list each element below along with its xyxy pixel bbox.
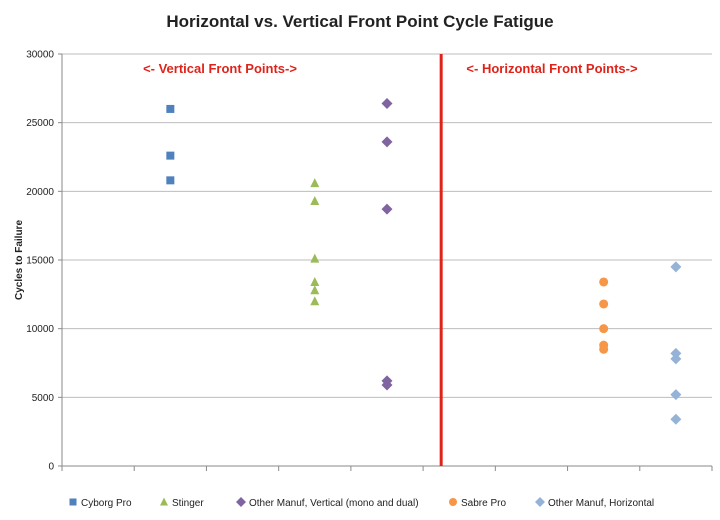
y-axis-ticks: 0 5000 10000 15000 20000 25000 30000	[26, 50, 54, 473]
data-point-stinger	[310, 195, 320, 205]
data-point-stinger	[310, 285, 320, 295]
legend-marker-shape	[236, 497, 246, 507]
legend-marker-stinger	[160, 497, 168, 506]
data-point-stinger	[310, 276, 320, 286]
annotation-vertical-front-points: <- Vertical Front Points->	[143, 61, 297, 76]
y-tick-label: 5000	[32, 393, 55, 404]
legend-label-cyborg-pro: Cyborg Pro	[81, 498, 132, 509]
data-point-sabre-pro	[599, 277, 609, 287]
data-point-cyborg-pro	[166, 176, 175, 185]
data-point-cyborg-pro	[166, 104, 175, 113]
legend-item-other-manuf-horizontal: Other Manuf, Horizontal	[535, 497, 654, 509]
y-tick-label: 20000	[26, 187, 54, 198]
legend-item-cyborg-pro: Cyborg Pro	[69, 498, 132, 509]
legend-item-other-manuf-vertical: Other Manuf, Vertical (mono and dual)	[236, 497, 419, 509]
legend-marker-shape	[449, 498, 457, 506]
data-point-other-manuf-horizontal	[670, 413, 682, 425]
y-tick-label: 0	[48, 462, 54, 473]
y-tick-label: 15000	[26, 256, 54, 267]
y-tick-label: 25000	[26, 118, 54, 129]
data-point-other-manuf-horizontal	[670, 389, 682, 401]
legend-marker-other-manuf-vertical	[236, 497, 246, 507]
data-point-other-manuf-vertical-mono-and-dual	[381, 136, 393, 148]
data-point-other-manuf-vertical-mono-and-dual	[381, 203, 393, 215]
legend-label-other-manuf-horizontal: Other Manuf, Horizontal	[548, 498, 654, 509]
data-point-stinger	[310, 253, 320, 263]
legend-item-sabre-pro: Sabre Pro	[449, 498, 506, 509]
data-point-sabre-pro	[599, 299, 609, 309]
y-axis-label: Cycles to Failure	[14, 220, 25, 300]
legend-marker-other-manuf-horizontal	[535, 497, 545, 507]
legend-marker-sabre-pro	[449, 498, 457, 506]
data-point-other-manuf-vertical-mono-and-dual	[381, 97, 393, 109]
data-point-sabre-pro	[599, 344, 609, 354]
legend: Cyborg Pro Stinger Other Manuf, Vertical…	[69, 497, 654, 509]
grid-lines	[62, 53, 712, 467]
axes	[58, 53, 713, 471]
legend-label-stinger: Stinger	[172, 498, 204, 509]
legend-label-sabre-pro: Sabre Pro	[461, 498, 506, 509]
y-tick-label: 30000	[26, 50, 54, 61]
data-point-other-manuf-horizontal	[670, 261, 682, 273]
legend-item-stinger: Stinger	[160, 497, 204, 509]
data-point-stinger	[310, 296, 320, 306]
legend-marker-shape	[535, 497, 545, 507]
chart-title: Horizontal vs. Vertical Front Point Cycl…	[166, 12, 553, 31]
data-point-sabre-pro	[599, 324, 609, 334]
data-point-other-manuf-horizontal	[670, 353, 682, 365]
data-points	[166, 97, 682, 425]
legend-marker-shape	[160, 497, 168, 506]
y-tick-label: 10000	[26, 324, 54, 335]
legend-label-other-manuf-vertical: Other Manuf, Vertical (mono and dual)	[249, 498, 419, 509]
data-point-cyborg-pro	[166, 151, 175, 160]
annotation-horizontal-front-points: <- Horizontal Front Points->	[466, 61, 638, 76]
legend-marker-shape	[69, 498, 77, 506]
data-point-stinger	[310, 178, 320, 188]
data-point-other-manuf-vertical-mono-and-dual	[381, 379, 393, 391]
legend-marker-cyborg-pro	[69, 498, 77, 506]
